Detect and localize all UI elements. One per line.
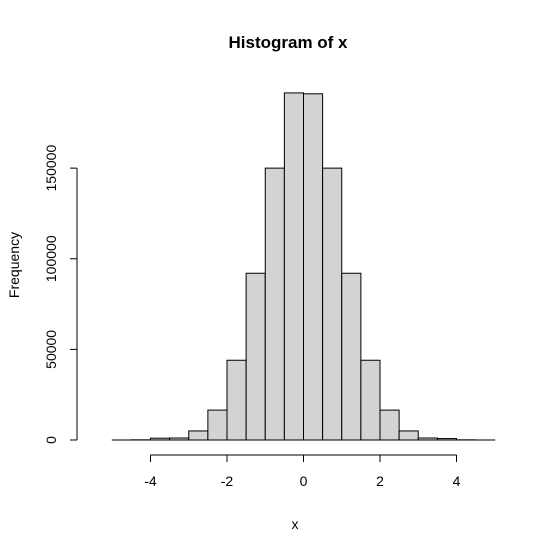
- histogram-bar: [360, 359, 381, 441]
- x-axis-label: x: [292, 516, 299, 532]
- x-axis: -4 -2 0 2 4: [144, 454, 461, 489]
- x-tick-label: 4: [453, 473, 461, 489]
- chart-title: Histogram of x: [228, 33, 348, 52]
- x-tick-label: -2: [221, 473, 234, 489]
- y-axis-label: Frequency: [6, 232, 22, 298]
- y-tick-label: 150000: [43, 145, 59, 192]
- y-axis: 0 50000 100000 150000: [43, 145, 78, 444]
- y-tick-label: 100000: [43, 235, 59, 282]
- histogram-bar: [398, 430, 419, 441]
- x-tick-label: 0: [300, 473, 308, 489]
- histogram-bar: [264, 167, 285, 441]
- y-tick-label: 50000: [43, 330, 59, 369]
- histogram-bar: [436, 438, 457, 441]
- histogram-bar: [283, 92, 304, 441]
- x-tick-label: -4: [144, 473, 157, 489]
- histogram-bar: [150, 437, 171, 441]
- histogram-bar: [169, 437, 190, 441]
- histogram-bar: [303, 93, 324, 441]
- bars-group: [111, 92, 496, 441]
- histogram-bar: [226, 359, 247, 441]
- histogram-bar: [207, 409, 228, 441]
- histogram-bar: [379, 409, 400, 441]
- x-tick-label: 2: [376, 473, 384, 489]
- histogram-bar: [417, 437, 438, 441]
- y-tick-label: 0: [43, 436, 59, 444]
- histogram-bar: [245, 272, 266, 441]
- histogram-bar: [341, 272, 362, 441]
- histogram-bar: [188, 430, 209, 441]
- histogram-bar: [322, 167, 343, 441]
